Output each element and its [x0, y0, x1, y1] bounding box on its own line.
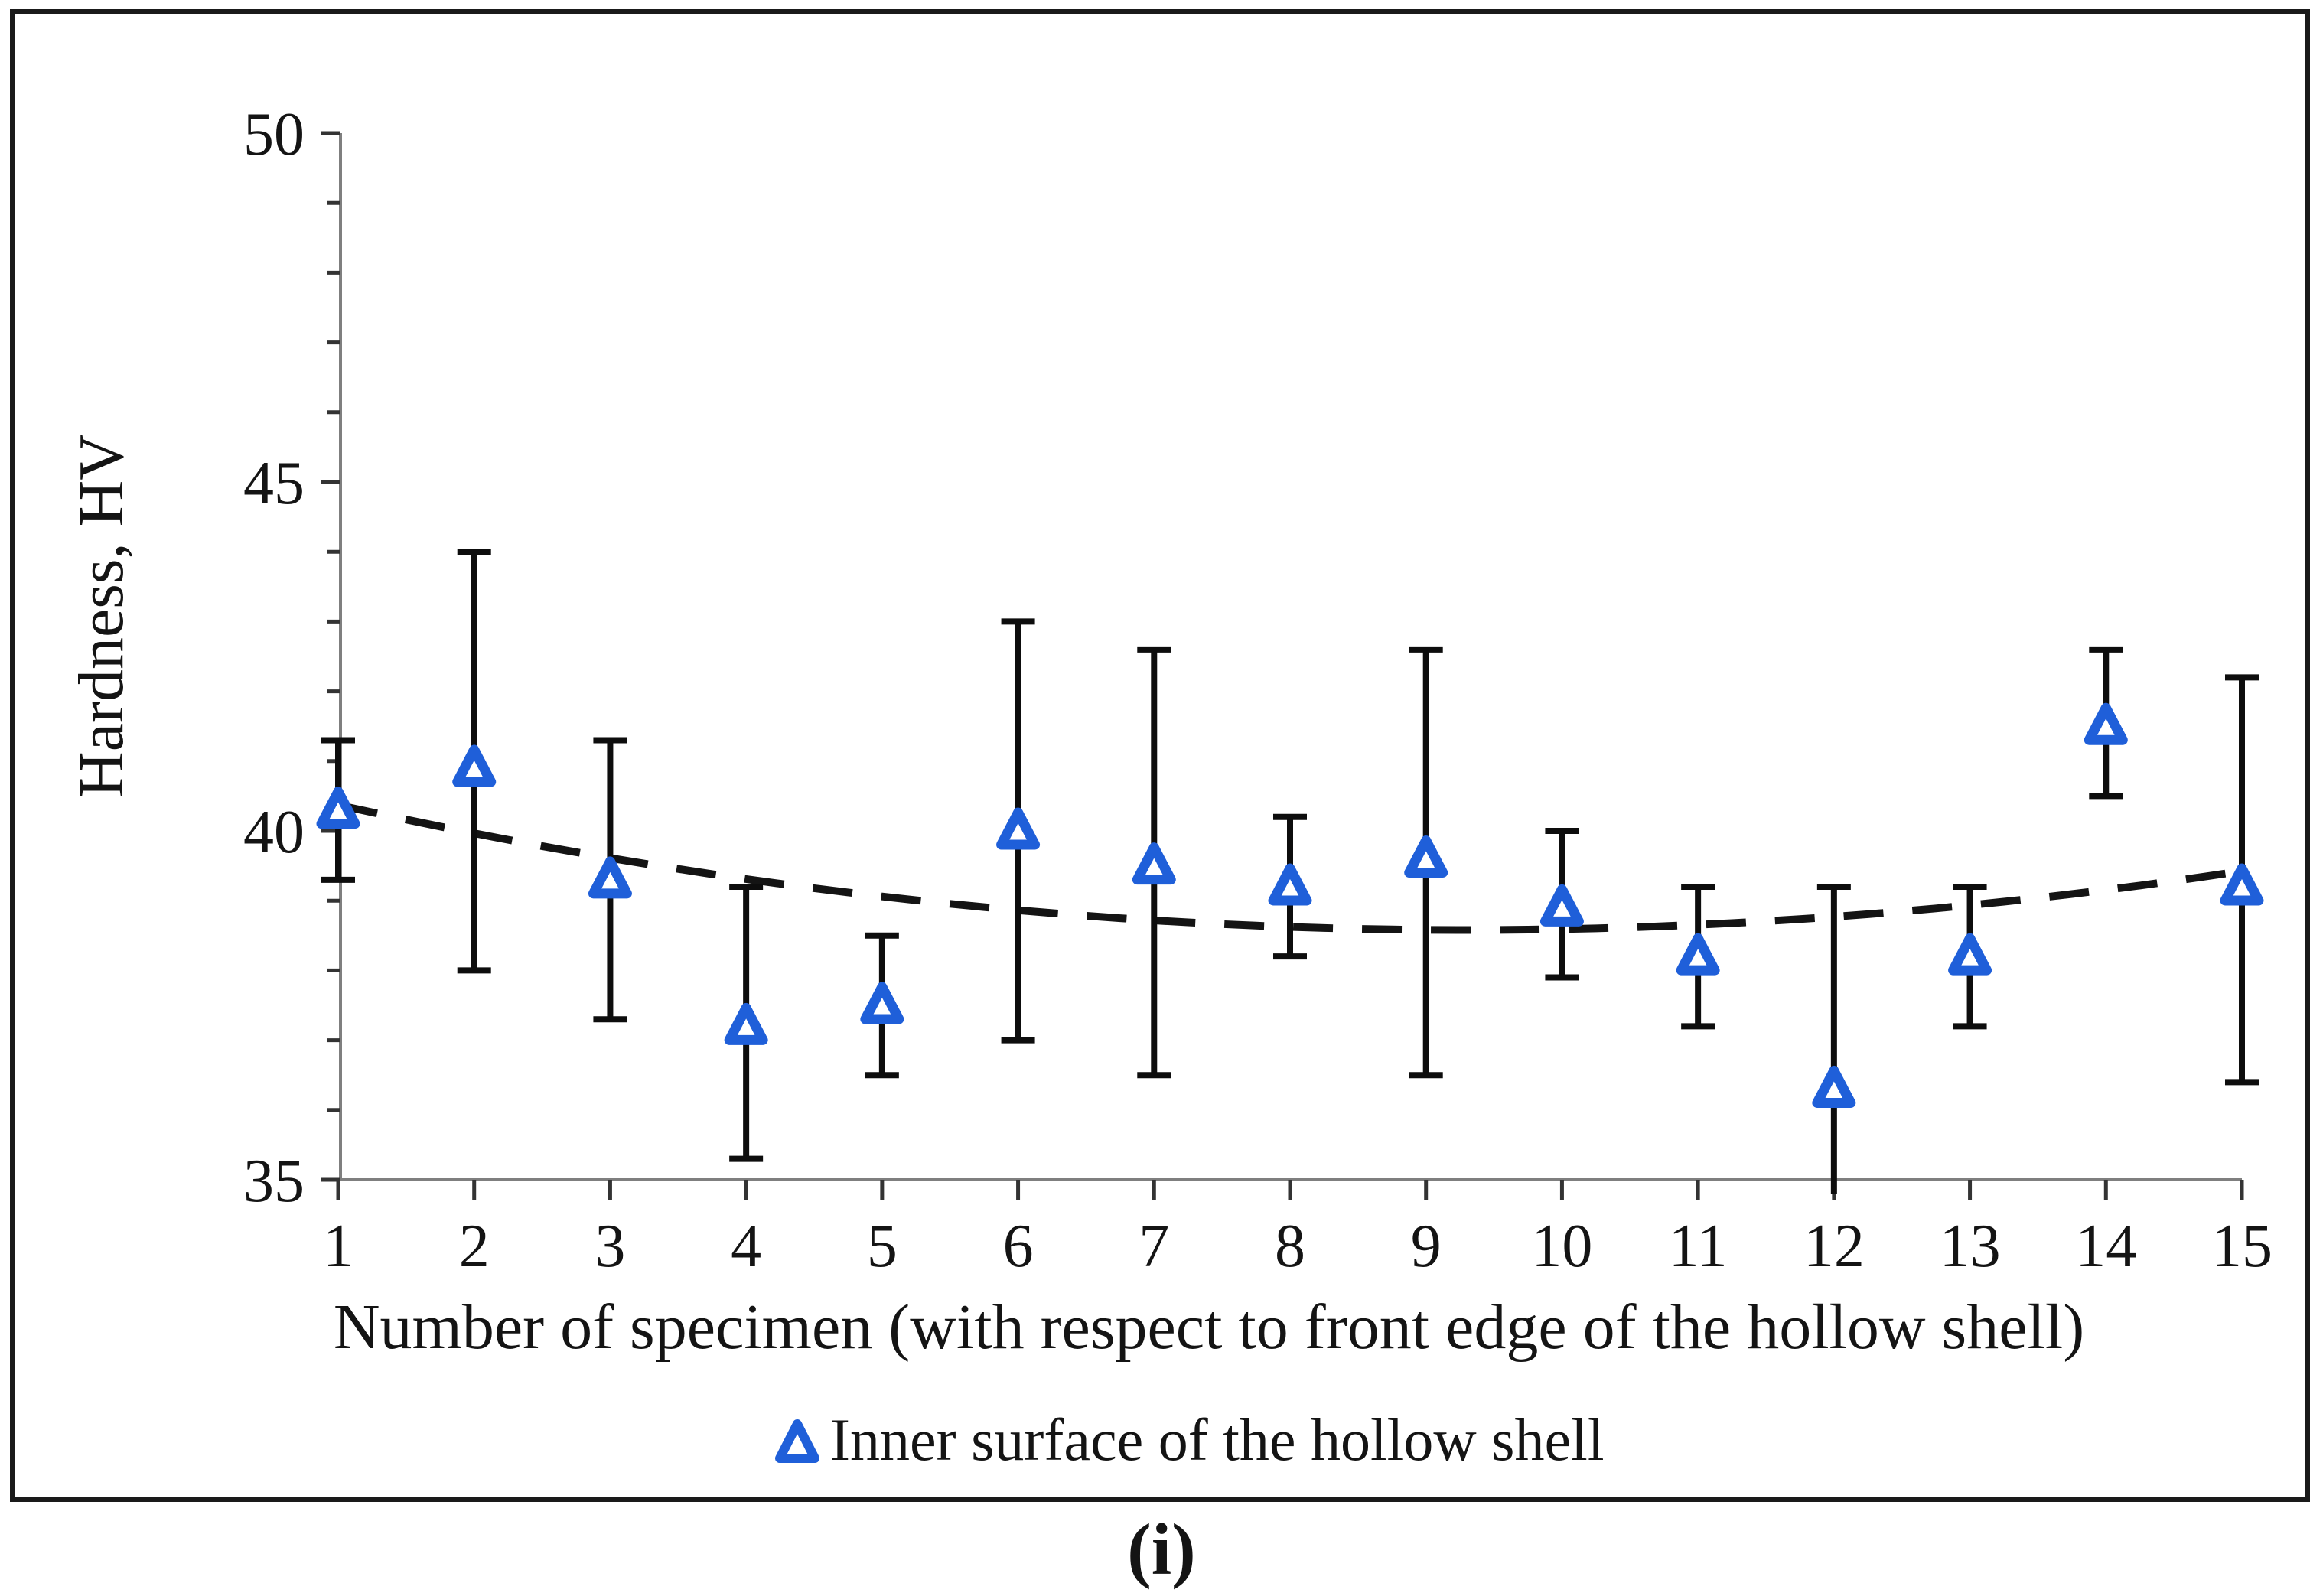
x-tick-label: 3 [595, 1213, 625, 1280]
x-tick-label: 9 [1411, 1213, 1442, 1280]
data-point-marker [1812, 1065, 1856, 1108]
legend-open-triangle-icon [775, 1419, 819, 1463]
x-tick-label: 8 [1275, 1213, 1305, 1280]
x-tick-label: 12 [1803, 1213, 1865, 1280]
x-tick-label: 10 [1531, 1213, 1592, 1280]
y-axis-title: Hardness, HV [66, 434, 137, 798]
data-point-marker [1404, 835, 1448, 878]
x-tick-label: 7 [1139, 1213, 1169, 1280]
data-point-marker [1132, 842, 1176, 885]
x-tick-label: 14 [2075, 1213, 2136, 1280]
data-point-marker [996, 807, 1041, 850]
x-tick-label: 4 [731, 1213, 761, 1280]
y-tick-label: 40 [243, 799, 305, 866]
x-tick-label: 11 [1669, 1213, 1728, 1280]
y-tick-label: 45 [243, 450, 305, 517]
x-tick-label: 2 [459, 1213, 490, 1280]
chart-frame [10, 9, 2310, 1502]
legend: Inner surface of the hollow shell [775, 1406, 1605, 1473]
x-tick-label: 13 [1940, 1213, 2001, 1280]
data-point-marker [316, 787, 360, 829]
data-point-marker [1676, 933, 1720, 976]
data-point-marker [1948, 933, 1992, 976]
x-tick-label: 1 [323, 1213, 354, 1280]
data-point-marker [2220, 863, 2264, 906]
legend-label: Inner surface of the hollow shell [830, 1406, 1605, 1473]
x-tick-label: 15 [2211, 1213, 2272, 1280]
x-tick-label: 5 [867, 1213, 898, 1280]
y-tick-label: 50 [243, 101, 305, 168]
figure-caption: (i) [1127, 1509, 1196, 1590]
data-point-marker [1268, 863, 1312, 906]
x-tick-label: 6 [1003, 1213, 1034, 1280]
data-point-marker [588, 856, 632, 899]
data-point-marker [724, 1002, 768, 1045]
y-tick-label: 35 [243, 1148, 305, 1215]
data-point-marker [2084, 702, 2128, 745]
data-point-marker [452, 744, 497, 787]
trend-line [337, 801, 2243, 934]
x-axis-title: Number of specimen (with respect to fron… [334, 1291, 2084, 1363]
data-point-marker [1539, 884, 1584, 927]
data-point-marker [860, 982, 904, 1024]
